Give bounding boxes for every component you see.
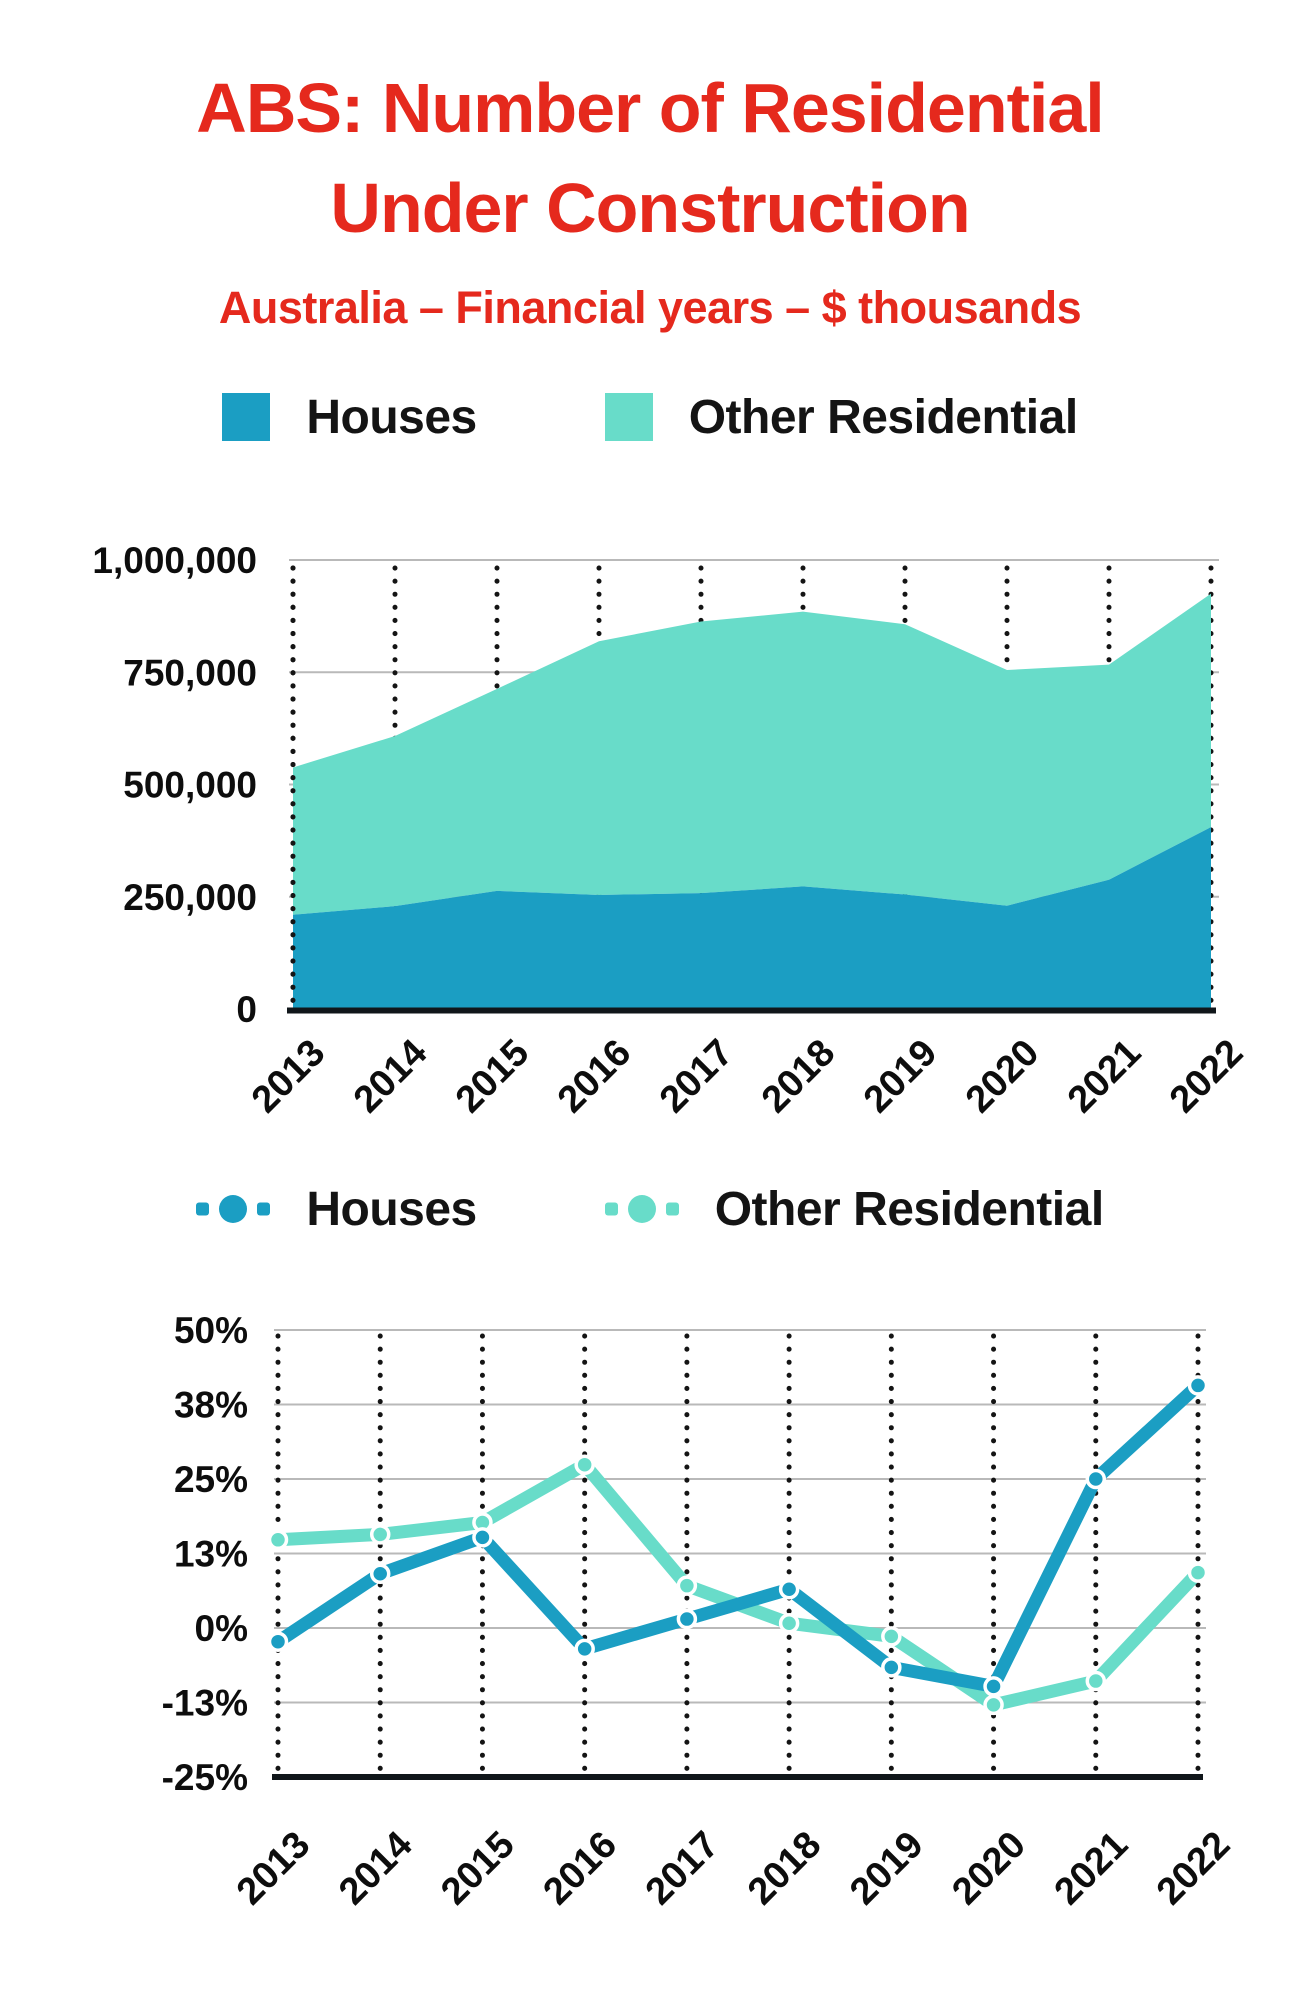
houses-data-point [676,1608,698,1630]
y-axis-labels: 0 250,000 500,000 750,000 1,000,000 [92,540,257,1030]
houses-data-point [778,1579,800,1600]
other-residential-markers [267,1454,1209,1716]
line-chart: 50%38%25%13%0%-13%-25%2013 2014 2015 2016 20… [162,1310,1239,1913]
legend-label-houses-line: Houses [306,1182,477,1236]
other-residential-data-point [778,1612,800,1634]
y-tick-label: -13% [162,1683,248,1724]
page-title: ABS: Number of Residential Under Constru… [0,58,1300,258]
houses-data-point [881,1657,902,1678]
legend-item-other-residential: Other Residential [604,390,1078,445]
x-tick-label: 2019 [842,1824,931,1913]
other-residential-data-point [676,1575,698,1596]
x-tick-label: 2013 [244,1032,333,1121]
legend-label-other-residential-line: Other Residential [714,1182,1104,1236]
x-tick-label: 2013 [229,1824,318,1913]
legend-item-other-residential-line: Other Residential [604,1182,1104,1237]
y-tick-label: 0% [195,1608,248,1649]
houses-line [271,1378,1205,1693]
x-tick-label: 2022 [1162,1032,1251,1121]
x-tick-label: 2020 [944,1824,1033,1913]
other-residential-line [271,1458,1205,1712]
x-tick-label: 2018 [740,1824,829,1913]
other-residential-area [293,593,1211,915]
houses-square-swatch-icon [222,393,271,441]
y-tick-label: 38% [174,1385,248,1426]
houses-data-point [1187,1375,1209,1396]
gridlines [274,1329,1206,1704]
y-tick-label: 25% [174,1459,248,1500]
houses-markers [267,1375,1209,1697]
other-residential-data-point [1187,1562,1209,1583]
x-tick-label: 2022 [1149,1824,1238,1913]
x-tick-label: 2016 [550,1032,639,1121]
area-chart-legend: Houses Other Residential [0,390,1300,445]
other-residential-data-point [983,1694,1004,1716]
x-tick-label: 2020 [958,1032,1047,1121]
houses-area [293,827,1211,1009]
x-axis-labels: 2013 2014 2015 2016 2017 2018 2019 2020 2021 2022 [229,1824,1238,1913]
y-tick-label: 1,000,000 [92,540,257,581]
x-tick-label: 2015 [433,1824,522,1913]
other-residential-data-point [881,1626,902,1647]
x-tick-label: 2015 [448,1032,537,1121]
legend-item-houses-line: Houses [196,1182,477,1237]
x-tick-label: 2017 [638,1824,727,1913]
other-residential-data-point [267,1529,289,1551]
legend-label-other-residential: Other Residential [688,390,1078,444]
x-tick-label: 2021 [1060,1032,1149,1121]
legend-label-houses: Houses [306,390,477,444]
houses-data-point [472,1527,493,1548]
y-tick-label: 0 [236,989,257,1030]
page-title-line1: ABS: Number of Residential [196,69,1104,147]
houses-data-point [369,1563,391,1585]
y-tick-label: 250,000 [123,877,257,918]
other-residential-square-swatch-icon [604,393,653,441]
x-tick-label: 2021 [1047,1824,1136,1913]
houses-dash-dot-line-marker-icon [196,1195,271,1223]
legend-item-houses: Houses [222,390,477,445]
houses-data-point [267,1631,289,1652]
y-tick-label: -25% [162,1757,248,1798]
x-tick-label: 2014 [331,1824,420,1913]
x-tick-label: 2019 [856,1032,945,1121]
page-subtitle: Australia – Financial years – $ thousand… [218,282,1082,333]
x-tick-label: 2014 [346,1032,435,1121]
x-tick-label: 2018 [754,1032,843,1121]
houses-data-point [983,1676,1004,1697]
houses-data-point [574,1638,595,1660]
y-tick-label: 500,000 [123,765,257,806]
x-tick-label: 2017 [652,1032,741,1121]
line-chart-legend: Houses Other Residential [0,1182,1300,1236]
y-tick-label: 750,000 [123,652,257,693]
y-axis-labels: 50% 38% 25% 13% 0% -13% -25% [162,1310,248,1798]
y-tick-label: 50% [174,1310,248,1351]
other-residential-data-point [1085,1670,1107,1692]
page-title-line2: Under Construction [330,169,970,247]
houses-data-point [1085,1468,1107,1490]
y-tick-label: 13% [174,1534,248,1575]
other-residential-data-point [369,1524,391,1545]
x-axis-labels: 2013 2014 2015 2016 2017 2018 2019 2020 2021 2022 [244,1032,1251,1121]
x-tick-label: 2016 [536,1824,625,1913]
other-residential-data-point [574,1454,595,1475]
other-residential-dash-dot-line-marker-icon [604,1195,679,1223]
